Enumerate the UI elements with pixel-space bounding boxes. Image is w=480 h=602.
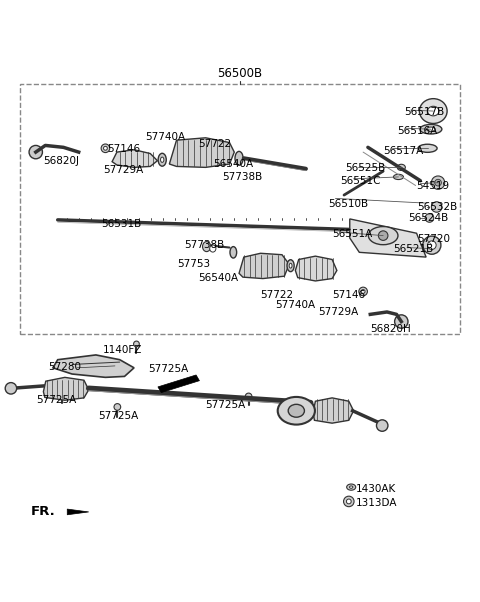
Circle shape: [423, 236, 441, 254]
Text: 57146: 57146: [108, 144, 141, 154]
Polygon shape: [169, 138, 234, 167]
Text: 57280: 57280: [48, 362, 81, 372]
Circle shape: [114, 403, 120, 411]
Ellipse shape: [158, 154, 166, 166]
Circle shape: [395, 315, 408, 328]
Circle shape: [344, 496, 354, 507]
Circle shape: [359, 287, 367, 296]
Polygon shape: [67, 509, 89, 515]
Text: 56516A: 56516A: [397, 126, 438, 135]
Polygon shape: [112, 150, 157, 167]
Text: 56531B: 56531B: [102, 219, 142, 229]
Polygon shape: [239, 253, 289, 279]
Text: 56540A: 56540A: [199, 273, 239, 283]
Text: 56551A: 56551A: [332, 229, 372, 239]
Circle shape: [101, 144, 110, 152]
Circle shape: [376, 420, 388, 431]
Ellipse shape: [368, 226, 398, 244]
Circle shape: [5, 383, 17, 394]
Circle shape: [104, 146, 108, 150]
Ellipse shape: [160, 157, 164, 163]
Ellipse shape: [397, 164, 405, 170]
Circle shape: [133, 341, 139, 347]
Text: 56524B: 56524B: [408, 213, 448, 223]
Ellipse shape: [394, 175, 404, 179]
Circle shape: [347, 499, 351, 504]
Text: 57725A: 57725A: [98, 412, 139, 421]
Text: 56510B: 56510B: [328, 199, 369, 209]
Polygon shape: [313, 398, 354, 423]
Ellipse shape: [420, 125, 442, 134]
Ellipse shape: [203, 241, 211, 252]
Text: 54519: 54519: [417, 181, 450, 190]
Text: 1430AK: 1430AK: [356, 483, 396, 494]
Circle shape: [425, 214, 434, 222]
Text: 56521B: 56521B: [394, 244, 434, 255]
Text: 56500B: 56500B: [217, 67, 263, 80]
Text: 57738B: 57738B: [222, 172, 263, 182]
Circle shape: [432, 202, 442, 213]
Text: 57722: 57722: [199, 140, 232, 149]
Ellipse shape: [347, 484, 356, 490]
Ellipse shape: [428, 107, 439, 116]
Text: 56525B: 56525B: [345, 163, 385, 173]
Text: 57146: 57146: [332, 290, 365, 300]
Ellipse shape: [235, 151, 243, 165]
Text: 1313DA: 1313DA: [356, 498, 397, 508]
Ellipse shape: [289, 263, 292, 268]
Text: 56551C: 56551C: [340, 176, 381, 186]
Ellipse shape: [427, 127, 435, 131]
Ellipse shape: [278, 397, 315, 424]
Text: 57738B: 57738B: [184, 240, 225, 250]
Text: 57753: 57753: [177, 259, 210, 268]
Polygon shape: [350, 219, 426, 257]
Text: 56517A: 56517A: [383, 146, 423, 156]
Text: 57725A: 57725A: [205, 400, 246, 410]
Text: 57729A: 57729A: [318, 307, 358, 317]
Ellipse shape: [288, 405, 304, 417]
Polygon shape: [43, 377, 89, 400]
Text: 56540A: 56540A: [213, 158, 253, 169]
Text: 57720: 57720: [418, 234, 451, 244]
Text: 57740A: 57740A: [145, 132, 186, 142]
Ellipse shape: [287, 259, 294, 272]
Text: 56532B: 56532B: [418, 202, 458, 212]
Text: 56820J: 56820J: [43, 156, 79, 166]
Circle shape: [361, 290, 365, 293]
Ellipse shape: [230, 247, 237, 258]
Ellipse shape: [349, 486, 353, 488]
Polygon shape: [295, 256, 337, 281]
Polygon shape: [158, 375, 199, 393]
Circle shape: [435, 179, 442, 186]
Circle shape: [428, 241, 436, 249]
Text: 57729A: 57729A: [103, 165, 144, 175]
Text: 57740A: 57740A: [275, 300, 315, 310]
Text: 57725A: 57725A: [148, 364, 189, 374]
Ellipse shape: [420, 99, 447, 123]
Text: FR.: FR.: [31, 506, 56, 518]
Polygon shape: [53, 355, 134, 377]
Text: 56517B: 56517B: [405, 108, 445, 117]
Circle shape: [378, 231, 388, 240]
Text: 57722: 57722: [261, 290, 294, 300]
Text: 1140FZ: 1140FZ: [103, 345, 143, 355]
Circle shape: [59, 388, 66, 395]
Circle shape: [245, 393, 252, 400]
Text: 56820H: 56820H: [370, 324, 411, 334]
Circle shape: [432, 176, 445, 190]
Text: 57725A: 57725A: [36, 396, 76, 405]
Ellipse shape: [210, 245, 216, 252]
Ellipse shape: [418, 144, 437, 152]
Circle shape: [29, 146, 42, 159]
